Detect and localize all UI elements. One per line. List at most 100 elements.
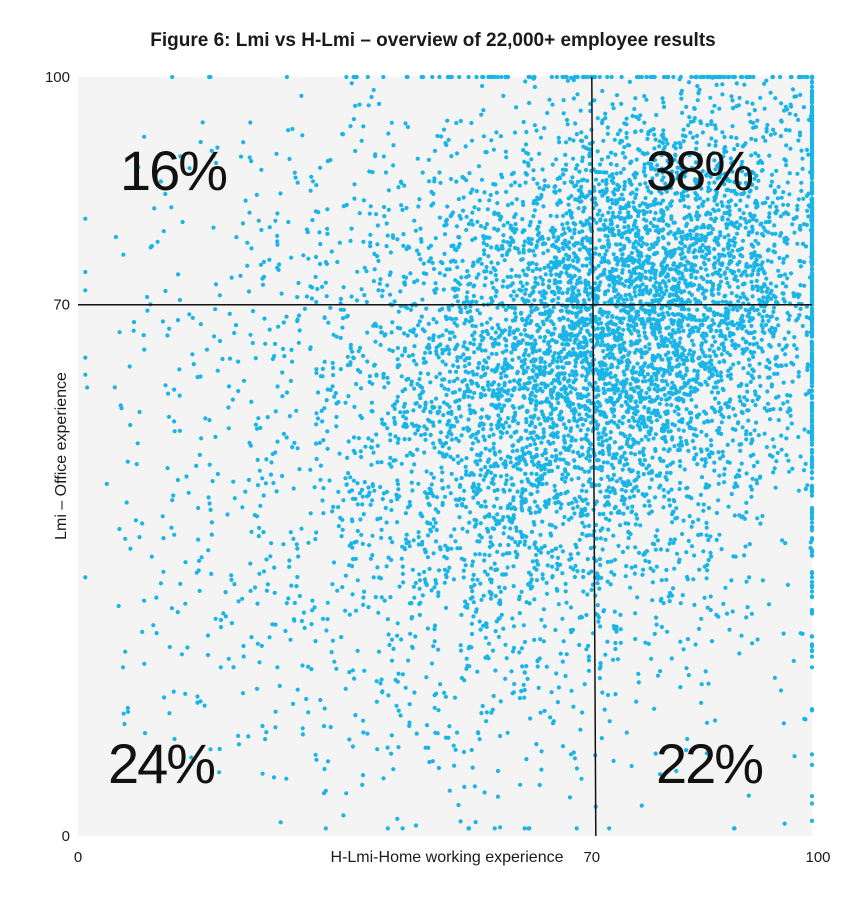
- data-point: [758, 95, 763, 100]
- data-point: [564, 162, 569, 167]
- data-point: [666, 223, 671, 228]
- data-point: [778, 214, 784, 219]
- data-point: [196, 505, 201, 511]
- data-point: [460, 174, 465, 180]
- data-point: [694, 213, 699, 218]
- data-point: [477, 552, 482, 557]
- data-point: [802, 222, 807, 227]
- data-point: [654, 288, 659, 293]
- data-point: [559, 476, 565, 482]
- data-point: [568, 428, 573, 433]
- data-point: [614, 315, 619, 320]
- data-point: [702, 420, 707, 425]
- data-point: [538, 422, 543, 427]
- data-point: [481, 427, 486, 432]
- data-point: [711, 349, 717, 354]
- data-point: [470, 441, 476, 446]
- data-point: [505, 203, 511, 208]
- data-point: [616, 327, 621, 332]
- data-point: [587, 297, 592, 302]
- data-point: [770, 200, 775, 205]
- data-point: [507, 488, 512, 493]
- data-point: [656, 312, 661, 318]
- data-point: [455, 419, 460, 424]
- data-point: [395, 237, 400, 242]
- data-point: [565, 78, 571, 83]
- data-point: [776, 418, 781, 423]
- data-point: [461, 575, 466, 580]
- data-point: [561, 213, 566, 218]
- data-point: [561, 377, 567, 382]
- data-point: [519, 435, 524, 440]
- data-point: [611, 383, 616, 388]
- data-point: [627, 79, 633, 84]
- data-point: [447, 379, 452, 384]
- data-point: [690, 377, 695, 382]
- data-point: [731, 323, 737, 328]
- data-point: [567, 136, 572, 142]
- data-point: [714, 537, 719, 543]
- data-point: [606, 238, 611, 243]
- data-point: [752, 176, 757, 181]
- data-point: [560, 365, 565, 370]
- data-point: [529, 459, 535, 464]
- data-point: [722, 472, 727, 477]
- data-point: [473, 552, 478, 557]
- data-point: [610, 455, 615, 461]
- data-point: [779, 119, 784, 124]
- data-point: [508, 274, 513, 279]
- data-point: [742, 294, 747, 299]
- data-point: [689, 74, 694, 80]
- data-point: [621, 369, 626, 374]
- data-point: [699, 457, 705, 462]
- data-point: [571, 379, 577, 384]
- data-point: [648, 566, 653, 571]
- data-point: [632, 289, 637, 295]
- data-point: [487, 198, 492, 203]
- data-point: [397, 584, 402, 589]
- data-point: [672, 277, 677, 283]
- data-point: [493, 629, 498, 634]
- data-point: [456, 197, 461, 202]
- data-point: [784, 143, 789, 148]
- data-point: [568, 179, 574, 184]
- data-point: [684, 438, 689, 444]
- data-point: [424, 469, 429, 474]
- data-point: [660, 373, 666, 378]
- data-point: [511, 378, 517, 383]
- data-point: [417, 319, 422, 324]
- data-point: [379, 417, 384, 422]
- data-point: [541, 204, 546, 209]
- data-point: [755, 307, 760, 312]
- data-point: [485, 320, 490, 325]
- data-point: [507, 379, 512, 384]
- data-point: [395, 440, 400, 445]
- data-point: [318, 242, 323, 247]
- data-point: [617, 210, 622, 215]
- data-point: [598, 363, 603, 368]
- data-point: [660, 311, 665, 316]
- data-point: [476, 482, 481, 487]
- data-point: [618, 349, 623, 355]
- data-point: [166, 391, 171, 396]
- data-point: [598, 489, 603, 494]
- data-point: [498, 733, 503, 739]
- data-point: [781, 260, 786, 265]
- data-point: [662, 386, 667, 391]
- data-point: [705, 447, 710, 452]
- data-point: [622, 225, 627, 230]
- data-point: [579, 488, 585, 493]
- data-point: [660, 295, 665, 300]
- data-point: [731, 332, 736, 337]
- data-point: [725, 350, 730, 355]
- data-point: [511, 513, 516, 518]
- data-point: [637, 257, 642, 262]
- data-point: [549, 381, 554, 386]
- data-point: [528, 442, 533, 448]
- data-point: [569, 210, 574, 215]
- data-point: [698, 492, 704, 497]
- data-point: [782, 236, 787, 241]
- data-point: [632, 285, 637, 291]
- data-point: [650, 455, 655, 460]
- data-point: [429, 482, 434, 487]
